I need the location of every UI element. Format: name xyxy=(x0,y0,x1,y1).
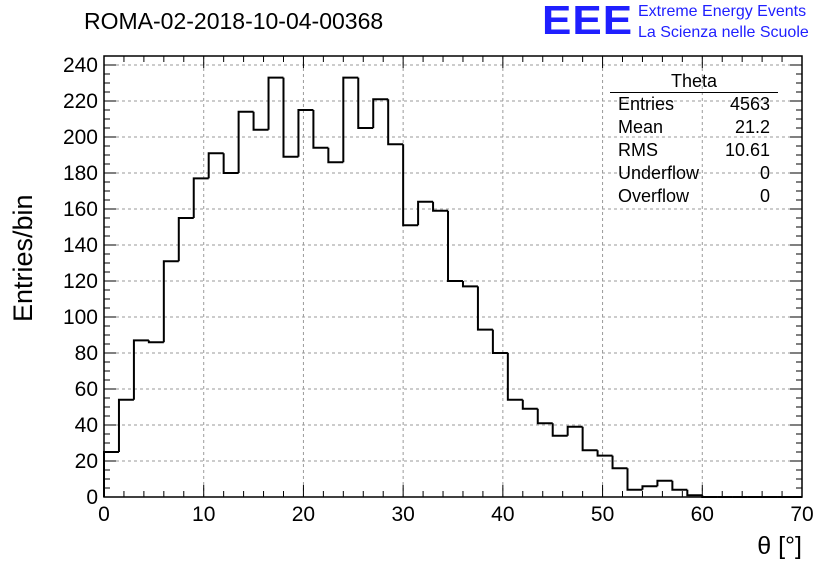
histogram-bin xyxy=(237,110,254,173)
stats-box: Theta Entries 4563 Mean 21.2 RMS 10.61 U… xyxy=(610,70,778,208)
y-tick-label: 140 xyxy=(63,234,98,257)
histogram-bin xyxy=(222,153,239,174)
y-tick-label: 200 xyxy=(63,126,98,149)
y-tick-label: 0 xyxy=(86,486,98,509)
histogram-bin xyxy=(506,353,523,401)
histogram-bin xyxy=(177,217,194,262)
histogram-bin xyxy=(117,398,134,452)
stats-value: 0 xyxy=(759,163,770,183)
y-axis-label: Entries/bin xyxy=(8,194,38,322)
histogram-bin xyxy=(536,408,553,425)
stats-label: Underflow xyxy=(618,163,700,183)
x-axis-label: θ [°] xyxy=(757,532,802,560)
y-tick-label: 220 xyxy=(63,90,98,113)
stats-label: RMS xyxy=(618,140,658,160)
y-tick-label: 120 xyxy=(63,270,98,293)
histogram-bin xyxy=(192,177,209,218)
histogram-bin xyxy=(297,109,314,157)
y-tick-label: 20 xyxy=(75,450,98,473)
chart-title: ROMA-02-2018-10-04-00368 xyxy=(84,8,384,34)
y-tick-label: 40 xyxy=(75,414,98,437)
stats-row-mean: Mean 21.2 xyxy=(610,116,778,139)
histogram-bin xyxy=(207,152,224,179)
histogram-bin xyxy=(252,111,269,131)
histogram-bin xyxy=(402,144,419,227)
y-tick-label: 240 xyxy=(63,54,98,77)
x-tick-label: 40 xyxy=(491,503,514,526)
histogram-bin xyxy=(432,201,449,212)
histogram-bin xyxy=(357,77,374,129)
y-axis-label-wrap: Entries/bin xyxy=(8,182,38,322)
stats-value: 4563 xyxy=(729,94,770,114)
histogram-bin xyxy=(417,200,434,226)
logo-line-1: Extreme Energy Events xyxy=(638,3,807,20)
stats-row-overflow: Overflow 0 xyxy=(610,185,778,208)
stats-row-underflow: Underflow 0 xyxy=(610,162,778,185)
histogram-bin xyxy=(521,399,538,410)
stats-value: 0 xyxy=(759,186,770,206)
y-tick-label: 80 xyxy=(75,342,98,365)
stats-row-entries: Entries 4563 xyxy=(610,93,778,116)
x-tick-label: 60 xyxy=(691,503,714,526)
histogram-bin xyxy=(566,425,583,436)
x-tick-label: 70 xyxy=(790,503,813,526)
eee-logo: EEE xyxy=(542,0,634,44)
stats-label: Overflow xyxy=(618,186,690,206)
x-tick-label: 10 xyxy=(192,503,215,526)
x-tick-label: 50 xyxy=(591,503,614,526)
y-tick-label: 160 xyxy=(63,198,98,221)
histogram-bin xyxy=(641,485,658,490)
histogram-bin xyxy=(342,76,359,163)
histogram-bin xyxy=(447,210,463,282)
y-tick-label: 100 xyxy=(63,306,98,329)
histogram-bin xyxy=(656,479,673,487)
histogram-bin xyxy=(327,147,344,164)
stats-label: Mean xyxy=(618,117,664,137)
stats-row-rms: RMS 10.61 xyxy=(610,139,778,162)
histogram-bin xyxy=(103,451,119,497)
histogram-bin xyxy=(267,76,284,130)
stats-value: 21.2 xyxy=(734,117,770,137)
histogram-bin xyxy=(491,329,508,354)
histogram-bin xyxy=(372,98,389,128)
y-tick-label: 180 xyxy=(63,162,98,185)
histogram-bin xyxy=(476,286,493,331)
plot-frame xyxy=(103,55,803,498)
histogram-bin xyxy=(132,339,149,400)
histogram-bin xyxy=(671,480,688,491)
x-tick-label: 0 xyxy=(98,503,110,526)
histogram-bin xyxy=(387,99,404,146)
histogram-bin xyxy=(596,450,613,457)
histogram-bin xyxy=(611,455,628,470)
x-tick-label: 20 xyxy=(292,503,315,526)
logo-line-2: La Scienza nelle Scuole xyxy=(638,24,809,41)
stats-label: Entries xyxy=(618,94,675,114)
histogram-bin xyxy=(461,281,478,288)
stats-value: 10.61 xyxy=(724,140,770,160)
histogram-bin xyxy=(147,340,164,344)
y-tick-label: 60 xyxy=(75,378,98,401)
histogram-bin xyxy=(162,260,179,343)
histogram-bin xyxy=(282,77,299,158)
histogram-bin xyxy=(312,110,329,149)
stats-title: Theta xyxy=(610,70,778,93)
histogram-bin xyxy=(551,423,568,437)
x-tick-label: 30 xyxy=(391,503,414,526)
histogram-bin xyxy=(581,426,598,452)
histogram-bin xyxy=(626,468,643,491)
histogram-bin xyxy=(686,489,703,497)
